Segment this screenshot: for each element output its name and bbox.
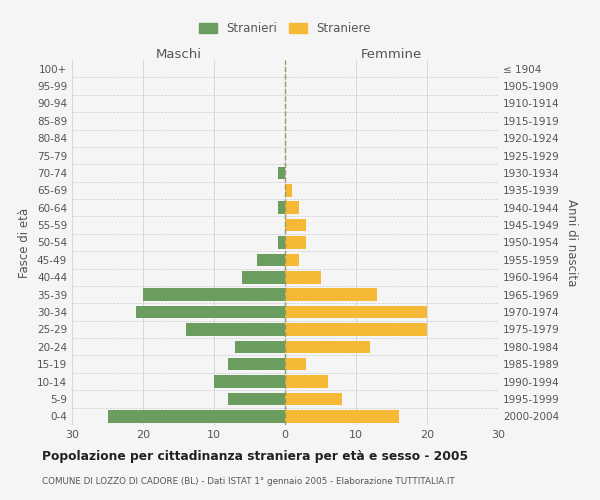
Bar [278,236,285,249]
Bar [285,306,427,318]
Text: Maschi: Maschi [155,48,202,61]
Bar [285,340,370,353]
Bar [228,358,285,370]
Text: Popolazione per cittadinanza straniera per età e sesso - 2005: Popolazione per cittadinanza straniera p… [42,450,468,463]
Bar [285,392,342,405]
Bar [285,376,328,388]
Bar [185,323,285,336]
Legend: Stranieri, Straniere: Stranieri, Straniere [196,18,374,38]
Bar [285,410,398,422]
Bar [285,184,292,196]
Bar [257,254,285,266]
Bar [285,271,320,283]
Bar [285,288,377,301]
Text: COMUNE DI LOZZO DI CADORE (BL) - Dati ISTAT 1° gennaio 2005 - Elaborazione TUTTI: COMUNE DI LOZZO DI CADORE (BL) - Dati IS… [42,478,455,486]
Bar [214,376,285,388]
Bar [143,288,285,301]
Y-axis label: Anni di nascita: Anni di nascita [565,199,578,286]
Bar [285,254,299,266]
Bar [228,392,285,405]
Bar [285,323,427,336]
Bar [278,202,285,214]
Bar [136,306,285,318]
Bar [235,340,285,353]
Bar [242,271,285,283]
Bar [285,236,307,249]
Bar [285,219,307,232]
Bar [278,166,285,179]
Bar [285,202,299,214]
Bar [285,358,307,370]
Y-axis label: Fasce di età: Fasce di età [19,208,31,278]
Text: Femmine: Femmine [361,48,422,61]
Bar [107,410,285,422]
